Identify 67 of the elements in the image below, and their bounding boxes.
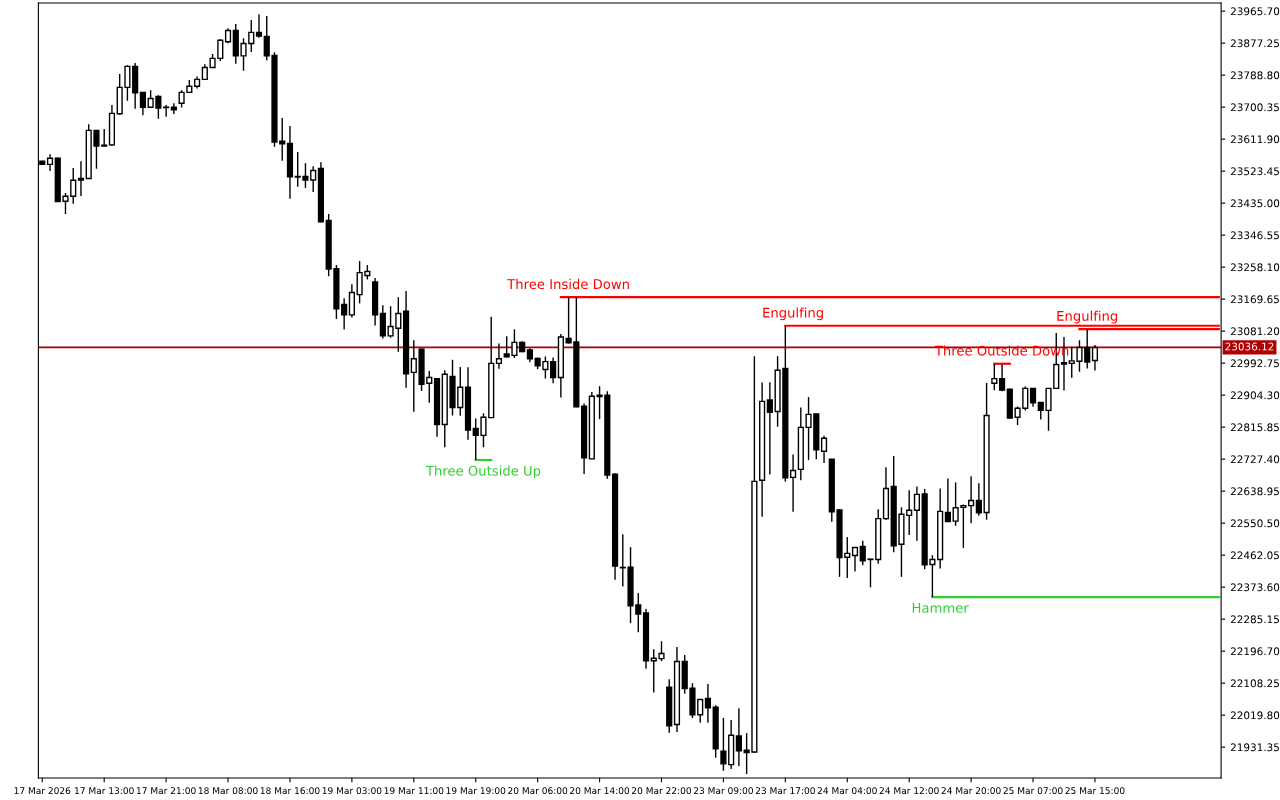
x-tick-label: 18 Mar 16:00 [260, 787, 320, 795]
y-tick-label: 22019.80 [1230, 711, 1280, 720]
candlestick [255, 13, 263, 39]
x-tick-label: 18 Mar 08:00 [198, 787, 258, 795]
candlestick [735, 707, 742, 767]
y-tick-label: 23169.65 [1230, 295, 1279, 304]
x-tick-label: 20 Mar 14:00 [570, 787, 630, 795]
x-tick-label: 20 Mar 22:00 [632, 787, 692, 795]
y-tick-label: 22815.85 [1230, 423, 1279, 432]
x-tick-label: 23 Mar 17:00 [755, 787, 815, 795]
candlestick [998, 363, 1006, 392]
y-tick-label: 22727.40 [1230, 455, 1280, 464]
x-tick-label: 24 Mar 20:00 [941, 787, 1001, 795]
y-tick-label: 22462.05 [1230, 551, 1279, 560]
candlestick [77, 160, 85, 197]
candlestick [341, 297, 348, 331]
ref-line-label: 23036.12 [1225, 342, 1274, 351]
x-tick-label: 17 Mar 2026 [14, 787, 71, 795]
y-tick-label: 22108.25 [1230, 679, 1279, 688]
x-tick-label: 24 Mar 12:00 [879, 787, 939, 795]
x-tick-label: 19 Mar 03:00 [322, 787, 382, 795]
y-tick-label: 22992.75 [1230, 359, 1279, 368]
x-tick-label: 17 Mar 13:00 [75, 787, 134, 795]
candlestick [1091, 344, 1099, 372]
y-tick-label: 23877.25 [1230, 39, 1279, 48]
x-tick-label: 23 Mar 09:00 [693, 787, 753, 795]
y-tick-label: 23611.90 [1230, 135, 1280, 144]
series-label: Engulfing [763, 307, 823, 321]
y-tick-label: 21931.35 [1230, 743, 1279, 752]
y-tick-label: 22285.15 [1230, 615, 1279, 624]
candlestick [789, 453, 797, 513]
series-label: Three Outside Up [425, 465, 541, 479]
y-tick-label: 23435.00 [1230, 199, 1280, 208]
y-tick-label: 23523.45 [1230, 167, 1279, 176]
candlestick [991, 363, 998, 391]
y-tick-label: 23081.20 [1230, 327, 1280, 336]
series-label: Hammer [912, 603, 969, 613]
x-tick-label: 20 Mar 06:00 [508, 787, 568, 795]
candlestick [495, 342, 503, 370]
candlestick [820, 435, 828, 464]
x-tick-label: 25 Mar 15:00 [1065, 787, 1125, 795]
y-tick-label: 23965.70 [1230, 7, 1280, 16]
series-label: Three Inside Down [507, 278, 629, 290]
y-tick-label: 23700.35 [1230, 103, 1279, 112]
x-tick-label: 24 Mar 04:00 [817, 787, 877, 795]
candlestick [348, 283, 355, 319]
candlestick [550, 356, 557, 384]
x-tick-label: 25 Mar 07:00 [1003, 787, 1063, 795]
candlestick [139, 91, 146, 116]
y-tick-label: 22638.95 [1230, 487, 1279, 496]
candlestick [913, 485, 921, 542]
candlestick [704, 683, 712, 724]
y-tick-label: 23788.80 [1230, 71, 1280, 80]
y-tick-label: 22904.30 [1230, 391, 1280, 400]
y-tick-label: 23258.10 [1230, 263, 1280, 272]
y-tick-label: 23346.55 [1230, 231, 1279, 240]
y-tick-label: 22550.50 [1230, 519, 1280, 528]
y-tick-label: 22373.60 [1230, 583, 1280, 592]
candlestick [968, 475, 975, 524]
candlestick [766, 381, 773, 476]
candlestick [944, 477, 951, 523]
candlestick [851, 546, 859, 573]
series-label: Engulfing [1057, 310, 1118, 324]
x-tick-label: 17 Mar 21:00 [136, 787, 196, 795]
x-tick-label: 19 Mar 19:00 [446, 787, 506, 795]
y-tick-label: 22196.70 [1230, 647, 1280, 656]
x-tick-label: 19 Mar 11:00 [384, 787, 444, 795]
